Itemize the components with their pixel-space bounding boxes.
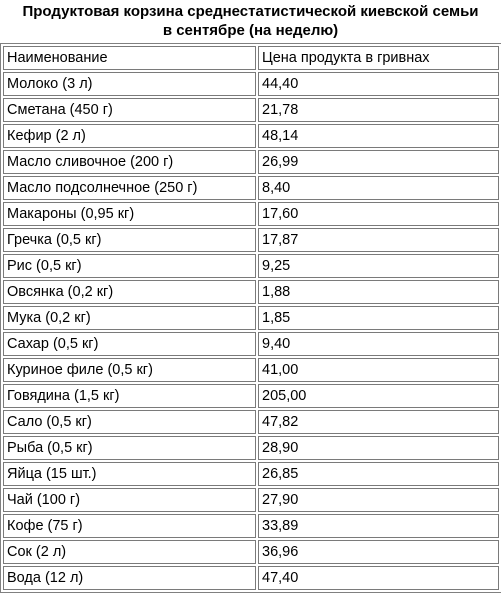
product-name-cell: Сок (2 л) — [3, 540, 256, 564]
price-table: Наименование Цена продукта в гривнах Мол… — [0, 43, 501, 593]
table-row: Кофе (75 г) 33,89 — [3, 514, 499, 538]
product-name-cell: Вода (12 л) — [3, 566, 256, 590]
product-price-cell: 8,40 — [258, 176, 499, 200]
table-row: Масло подсолнечное (250 г) 8,40 — [3, 176, 499, 200]
product-name-cell: Сахар (0,5 кг) — [3, 332, 256, 356]
product-name-cell: Масло подсолнечное (250 г) — [3, 176, 256, 200]
product-price-cell: 9,25 — [258, 254, 499, 278]
title-line-2: в сентябре (на неделю) — [162, 22, 339, 39]
product-price-cell: 41,00 — [258, 358, 499, 382]
product-price-cell: 21,78 — [258, 98, 499, 122]
product-price-cell: 1,85 — [258, 306, 499, 330]
table-row: Сало (0,5 кг) 47,82 — [3, 410, 499, 434]
table-row: Гречка (0,5 кг) 17,87 — [3, 228, 499, 252]
table-row: Кефир (2 л) 48,14 — [3, 124, 499, 148]
product-price-cell: 26,99 — [258, 150, 499, 174]
table-row: Макароны (0,95 кг) 17,60 — [3, 202, 499, 226]
table-row: Говядина (1,5 кг) 205,00 — [3, 384, 499, 408]
column-header-price: Цена продукта в гривнах — [258, 46, 499, 70]
product-name-cell: Сметана (450 г) — [3, 98, 256, 122]
table-row: Масло сливочное (200 г) 26,99 — [3, 150, 499, 174]
table-row: Сок (2 л) 36,96 — [3, 540, 499, 564]
table-row: Сметана (450 г) 21,78 — [3, 98, 499, 122]
product-price-cell: 44,40 — [258, 72, 499, 96]
product-name-cell: Кефир (2 л) — [3, 124, 256, 148]
table-row: Молоко (3 л) 44,40 — [3, 72, 499, 96]
table-header-row: Наименование Цена продукта в гривнах — [3, 46, 499, 70]
product-name-cell: Овсянка (0,2 кг) — [3, 280, 256, 304]
product-name-cell: Говядина (1,5 кг) — [3, 384, 256, 408]
table-row: Овсянка (0,2 кг) 1,88 — [3, 280, 499, 304]
product-name-cell: Рис (0,5 кг) — [3, 254, 256, 278]
product-price-cell: 28,90 — [258, 436, 499, 460]
product-price-cell: 17,60 — [258, 202, 499, 226]
page-title: Продуктовая корзина среднестатистической… — [0, 0, 501, 40]
table-row: Рис (0,5 кг) 9,25 — [3, 254, 499, 278]
product-name-cell: Молоко (3 л) — [3, 72, 256, 96]
table-row: Вода (12 л) 47,40 — [3, 566, 499, 590]
title-line-1: Продуктовая корзина среднестатистической… — [22, 3, 479, 20]
product-name-cell: Рыба (0,5 кг) — [3, 436, 256, 460]
product-price-cell: 205,00 — [258, 384, 499, 408]
product-name-cell: Масло сливочное (200 г) — [3, 150, 256, 174]
product-price-cell: 47,82 — [258, 410, 499, 434]
product-price-cell: 36,96 — [258, 540, 499, 564]
table-row: Мука (0,2 кг) 1,85 — [3, 306, 499, 330]
table-body: Молоко (3 л) 44,40 Сметана (450 г) 21,78 Кеф… — [3, 72, 499, 590]
product-price-cell: 33,89 — [258, 514, 499, 538]
product-name-cell: Чай (100 г) — [3, 488, 256, 512]
table-row: Сахар (0,5 кг) 9,40 — [3, 332, 499, 356]
product-name-cell: Макароны (0,95 кг) — [3, 202, 256, 226]
price-table-container: Наименование Цена продукта в гривнах Мол… — [0, 43, 501, 593]
product-price-cell: 26,85 — [258, 462, 499, 486]
table-row: Куриное филе (0,5 кг) 41,00 — [3, 358, 499, 382]
column-header-name: Наименование — [3, 46, 256, 70]
product-name-cell: Сало (0,5 кг) — [3, 410, 256, 434]
product-name-cell: Гречка (0,5 кг) — [3, 228, 256, 252]
product-name-cell: Яйца (15 шт.) — [3, 462, 256, 486]
product-price-cell: 48,14 — [258, 124, 499, 148]
product-name-cell: Мука (0,2 кг) — [3, 306, 256, 330]
product-name-cell: Кофе (75 г) — [3, 514, 256, 538]
product-price-cell: 17,87 — [258, 228, 499, 252]
product-price-cell: 47,40 — [258, 566, 499, 590]
product-price-cell: 1,88 — [258, 280, 499, 304]
product-name-cell: Куриное филе (0,5 кг) — [3, 358, 256, 382]
product-price-cell: 27,90 — [258, 488, 499, 512]
table-row: Яйца (15 шт.) 26,85 — [3, 462, 499, 486]
table-row: Рыба (0,5 кг) 28,90 — [3, 436, 499, 460]
table-row: Чай (100 г) 27,90 — [3, 488, 499, 512]
product-price-cell: 9,40 — [258, 332, 499, 356]
